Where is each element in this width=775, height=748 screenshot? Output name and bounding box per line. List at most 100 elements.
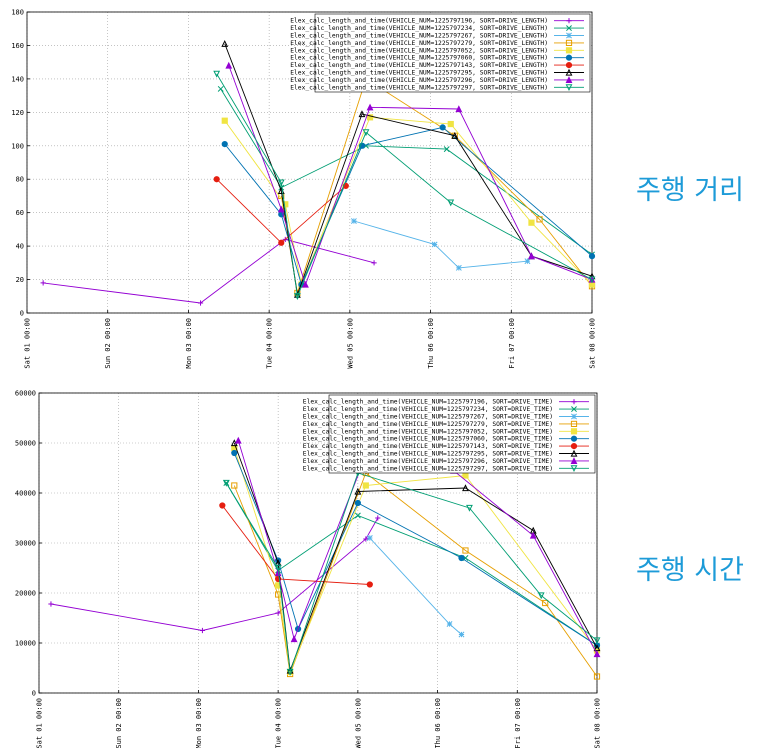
data-point xyxy=(234,436,242,444)
data-point xyxy=(366,581,373,588)
data-point xyxy=(219,502,226,509)
data-point xyxy=(221,40,229,47)
data-point xyxy=(362,129,370,137)
data-point xyxy=(286,668,294,676)
series-line xyxy=(369,537,462,635)
length-series-9 xyxy=(213,70,596,300)
data-point xyxy=(217,85,224,92)
data-point xyxy=(593,637,601,645)
x-tick-label: Sat 08 00:00 xyxy=(594,698,602,748)
data-point xyxy=(213,70,221,78)
series-line xyxy=(233,447,598,674)
y-tick-label: 60000 xyxy=(15,390,36,398)
length-series-8 xyxy=(225,61,596,288)
data-point xyxy=(274,564,282,572)
data-point xyxy=(358,110,366,118)
data-point xyxy=(443,146,450,153)
legend-entry-label: Elex_calc_length_and_time(VEHICLE_NUM=12… xyxy=(303,443,553,450)
y-tick-label: 20000 xyxy=(15,590,36,598)
x-tick-label: Thu 06 00:00 xyxy=(427,318,435,369)
legend-entry-label: Elex_calc_length_and_time(VEHICLE_NUM=12… xyxy=(290,18,548,25)
legend-swatch-marker xyxy=(570,428,578,435)
legend-swatch-marker xyxy=(571,406,577,413)
legend-entry-label: Elex_calc_length_and_time(VEHICLE_NUM=12… xyxy=(303,458,553,465)
legend-swatch-marker xyxy=(570,465,578,473)
series-line xyxy=(50,517,379,631)
legend-swatch-marker xyxy=(571,413,577,420)
x-tick-label: Mon 03 00:00 xyxy=(195,698,203,748)
legend-swatch-marker xyxy=(570,435,578,442)
data-point xyxy=(451,132,459,139)
legend-swatch-marker xyxy=(565,39,573,46)
data-point xyxy=(231,482,238,489)
legend-entry-label: Elex_calc_length_and_time(VEHICLE_NUM=12… xyxy=(290,77,548,84)
y-tick-label: 160 xyxy=(11,42,24,50)
series-line xyxy=(220,88,593,255)
legend-entry-label: Elex_calc_length_and_time(VEHICLE_NUM=12… xyxy=(290,70,548,77)
data-point xyxy=(213,176,220,183)
data-point xyxy=(366,103,374,111)
series-line xyxy=(43,238,375,304)
data-point xyxy=(529,531,537,539)
legend-entry-label: Elex_calc_length_and_time(VEHICLE_NUM=12… xyxy=(303,414,553,421)
y-tick-label: 0 xyxy=(20,310,24,318)
legend-swatch-marker xyxy=(570,420,578,427)
x-tick-label: Thu 06 00:00 xyxy=(434,698,442,748)
x-tick-label: Wed 05 00:00 xyxy=(346,318,354,369)
y-tick-label: 120 xyxy=(11,109,24,117)
y-tick-label: 40 xyxy=(16,243,24,251)
data-point xyxy=(458,631,465,638)
data-point xyxy=(446,621,453,627)
legend-entry-label: Elex_calc_length_and_time(VEHICLE_NUM=12… xyxy=(303,428,553,435)
legend-swatch-marker xyxy=(565,84,573,92)
data-point xyxy=(466,504,473,512)
data-point xyxy=(275,610,281,616)
y-tick-label: 60 xyxy=(16,209,24,217)
legend-entry-label: Elex_calc_length_and_time(VEHICLE_NUM=12… xyxy=(290,25,548,32)
series-line xyxy=(228,65,593,286)
series-line xyxy=(353,220,528,269)
x-tick-label: Fri 07 00:00 xyxy=(514,698,522,748)
time-series-0 xyxy=(48,515,381,634)
data-point xyxy=(593,650,601,658)
time-chart: 0 10000 20000 30000 40000 50000 60000 Sat 01 00… xyxy=(15,390,602,748)
data-point xyxy=(588,253,596,260)
y-tick-label: 140 xyxy=(11,75,24,83)
legend-swatch-marker xyxy=(570,443,578,450)
plot-frame xyxy=(26,11,593,314)
data-point xyxy=(588,276,596,284)
data-point xyxy=(199,627,206,634)
legend-box xyxy=(314,13,591,93)
length-series-5 xyxy=(221,124,596,288)
data-point xyxy=(302,280,309,288)
data-point xyxy=(221,141,228,148)
data-point xyxy=(439,124,446,131)
series-line xyxy=(233,442,598,671)
x-tick-label: Fri 07 00:00 xyxy=(508,318,516,369)
series-line xyxy=(224,116,593,287)
legend-swatch-marker xyxy=(566,18,572,24)
data-point xyxy=(282,201,289,208)
legend-swatch-marker xyxy=(565,47,573,54)
x-tick-label: Sun 02 00:00 xyxy=(115,698,123,748)
legend-swatch-marker xyxy=(565,68,573,76)
data-point xyxy=(274,569,282,577)
data-point xyxy=(221,117,228,124)
legend-swatch-marker xyxy=(565,54,573,61)
data-point xyxy=(528,219,535,226)
legend-entry-label: Elex_calc_length_and_time(VEHICLE_NUM=12… xyxy=(303,451,553,458)
legend-entry-label: Elex_calc_length_and_time(VEHICLE_NUM=12… xyxy=(303,465,553,472)
data-point xyxy=(524,258,531,265)
legend-entry-label: Elex_calc_length_and_time(VEHICLE_NUM=12… xyxy=(290,33,548,40)
data-point xyxy=(458,554,465,562)
data-point xyxy=(371,260,377,266)
legend-entry-label: Elex_calc_length_and_time(VEHICLE_NUM=12… xyxy=(290,84,548,91)
y-tick-label: 40000 xyxy=(15,490,36,498)
time-side-label: 주행 시간 xyxy=(636,555,744,586)
data-point xyxy=(366,535,373,541)
legend-entry-label: Elex_calc_length_and_time(VEHICLE_NUM=12… xyxy=(303,421,553,428)
data-point xyxy=(462,547,469,554)
length-series-0 xyxy=(40,236,377,306)
data-point xyxy=(528,252,535,260)
legend-entry-label: Elex_calc_length_and_time(VEHICLE_NUM=12… xyxy=(303,436,553,443)
